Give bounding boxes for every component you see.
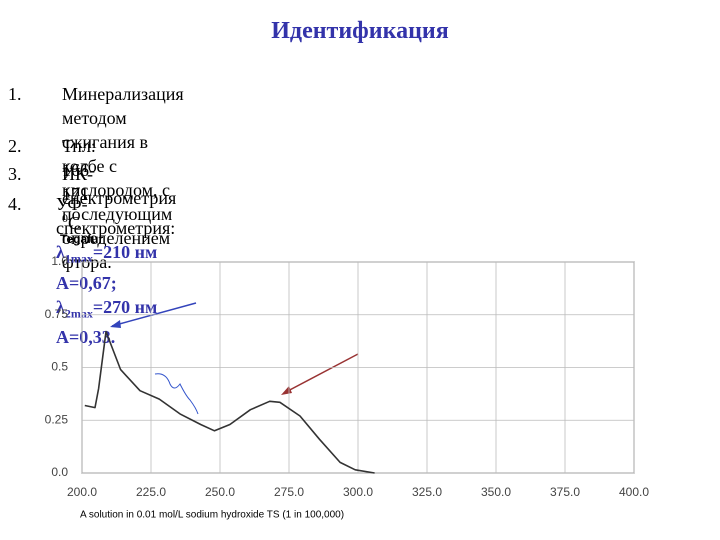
text: Тпл: 166-171: [62, 136, 96, 204]
text: =270 нм A=0,33.: [56, 296, 158, 348]
arrowhead: [110, 320, 121, 328]
x-tick-label: 325.0: [412, 485, 442, 499]
y-tick-label: 0.25: [45, 412, 69, 426]
superscript: 0: [62, 211, 68, 225]
text: =210 нм A=0,67; λ: [56, 242, 158, 317]
arrow: [283, 353, 359, 394]
item-number: 4.: [8, 194, 22, 214]
list-item: 2. Тпл: 166-171 0С: [8, 134, 96, 233]
item-text: Тпл: 166-171 0С: [62, 134, 96, 235]
x-tick-label: 350.0: [481, 485, 511, 499]
y-tick-label: 1.0: [51, 254, 68, 268]
annotation-stroke: [154, 373, 199, 415]
text: С: [68, 213, 81, 233]
text: λ: [56, 242, 65, 262]
item-number: 1.: [8, 84, 22, 104]
item-text: ИК-спектрометрия: [62, 164, 177, 208]
slide-title: Идентификация: [271, 18, 449, 44]
item-number: 2.: [8, 136, 22, 156]
arrowhead: [281, 386, 292, 395]
y-tick-label: 0.0: [51, 465, 68, 479]
list-item: 1. Минерализация методом сжигания в колб…: [8, 82, 184, 272]
y-tick-label: 0.5: [51, 360, 68, 374]
x-tick-label: 300.0: [343, 485, 373, 499]
x-tick-label: 400.0: [619, 485, 649, 499]
item-number: 3.: [8, 164, 22, 184]
x-tick-label: 200.0: [67, 485, 97, 499]
text-line: Минерализация методом сжигания в колбе с…: [62, 84, 184, 200]
item-text: Минерализация методом сжигания в колбе с…: [62, 82, 184, 274]
item-text: УФ-спектрометрия: λ1max=210 нм A=0,67; λ…: [56, 192, 175, 349]
list-item: 4. УФ-спектрометрия: λ1max=210 нм A=0,67…: [8, 192, 175, 347]
list-item: 3. ИК-спектрометрия: [8, 162, 176, 208]
subscript: 2max: [64, 306, 93, 321]
chart-title: Tegafur: [60, 232, 103, 246]
y-tick-label: 0.75: [45, 307, 69, 321]
text: УФ-спектрометрия:: [56, 194, 176, 238]
x-tick-label: 225.0: [136, 485, 166, 499]
data-line: [84, 330, 375, 474]
x-tick-label: 250.0: [205, 485, 235, 499]
x-axis-label: A solution in 0.01 mol/L sodium hydroxid…: [80, 510, 344, 521]
x-tick-label: 375.0: [550, 485, 580, 499]
x-tick-label: 275.0: [274, 485, 304, 499]
